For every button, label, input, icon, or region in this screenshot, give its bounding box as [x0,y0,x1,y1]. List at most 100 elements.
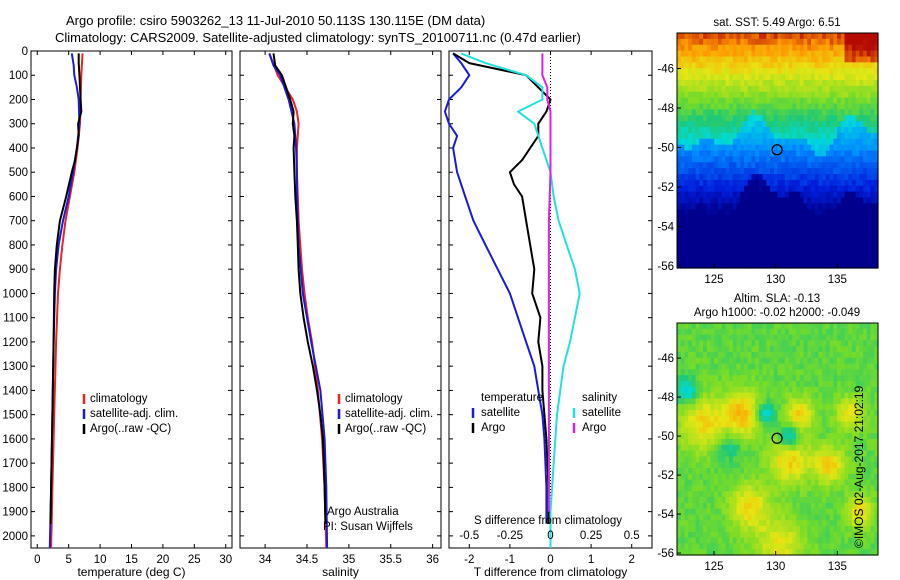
heatmap-cell [833,473,838,481]
heatmap-cell [851,115,857,122]
heatmap-cell [796,91,801,99]
heatmap-cell [829,346,834,353]
heatmap-cell [732,56,738,63]
heatmap-cell [855,144,860,152]
heatmap-cell [777,209,782,216]
heatmap-cell [762,74,767,81]
heatmap-cell [762,162,767,169]
heatmap-cell [684,462,689,469]
heatmap-cell [706,115,712,122]
heatmap-cell [874,162,879,169]
heatmap-cell [732,340,738,347]
heatmap-cell [796,85,801,93]
heatmap-cell [766,520,771,527]
heatmap-cell [844,109,849,116]
heatmap-cell [736,502,741,510]
heatmap-cell [729,444,734,452]
heatmap-cell [740,427,745,434]
heatmap-cell [851,33,857,40]
heatmap-cell [717,179,723,187]
heatmap-cell [859,491,864,498]
heatmap-cell [829,256,834,263]
heatmap-cell [744,191,749,199]
heatmap-cell [844,468,849,475]
heatmap-cell [825,132,831,140]
heatmap-cell [677,520,682,527]
heatmap-cell [851,473,857,481]
heatmap-cell [703,138,708,146]
heatmap-cell [710,203,715,210]
heatmap-cell [781,537,786,544]
heatmap-cell [866,226,872,234]
heatmap-cell [840,537,846,544]
heatmap-cell [870,363,875,370]
heatmap-cell [695,244,700,251]
heatmap-cell [758,256,764,263]
heatmap-cell [859,450,864,457]
heatmap-cell [747,526,753,533]
heatmap-cell [736,62,741,69]
heatmap-cell [796,250,801,257]
heatmap-cell [736,185,741,193]
heatmap-cell [796,68,801,75]
heatmap-cell [766,421,771,428]
heatmap-cell [770,537,775,544]
heatmap-cell [781,209,786,216]
heatmap-cell [751,68,756,75]
heatmap-cell [833,468,838,475]
heatmap-cell [695,357,700,365]
heatmap-cell [837,352,842,359]
heatmap-cell [781,363,786,370]
heatmap-cell [695,392,700,399]
heatmap-cell [829,203,834,210]
heatmap-cell [766,256,771,263]
heatmap-cell [814,392,820,399]
heatmap-cell [840,468,846,475]
heatmap-cell [773,50,779,58]
heatmap-cell [870,232,875,240]
heatmap-cell [691,404,697,411]
heatmap-cell [811,543,816,550]
heatmap-cell [796,439,801,446]
heatmap-cell [740,103,745,110]
heatmap-cell [762,363,767,370]
heatmap-cell [818,185,823,193]
heatmap-cell [822,543,827,550]
heatmap-cell [740,138,745,146]
heatmap-cell [703,352,708,359]
heatmap-cell [784,491,790,498]
heatmap-cell [766,433,771,440]
heatmap-cell [855,386,860,394]
heatmap-cell [684,381,689,388]
heatmap-cell [855,334,860,341]
heatmap-cell [751,334,756,341]
heatmap-cell [837,468,842,475]
heatmap-cell [788,209,793,216]
heatmap-cell [855,502,860,510]
heatmap-cell [732,33,738,40]
heatmap-cell [829,185,834,193]
heatmap-cell [729,132,734,140]
heatmap-cell [848,502,853,510]
heatmap-cell [736,50,741,58]
heatmap-cell [863,456,868,463]
heatmap-cell [680,50,686,58]
heatmap-cell [822,357,827,365]
heatmap-cell [811,50,816,58]
heatmap-cell [866,44,872,52]
heatmap-cell [680,392,686,399]
heatmap-cell [751,485,756,492]
heatmap-cell [773,444,779,452]
heatmap-cell [703,497,708,504]
heatmap-cell [807,97,812,105]
heatmap-cell [814,462,820,469]
heatmap-cell [714,250,719,257]
x-tick-label: 125 [704,561,723,573]
heatmap-cell [840,238,846,246]
heatmap-cell [840,439,846,446]
heatmap-cell [818,456,823,463]
heatmap-cell [755,363,760,370]
heatmap-cell [777,56,782,63]
heatmap-cell [833,197,838,204]
heatmap-cell [866,250,872,257]
